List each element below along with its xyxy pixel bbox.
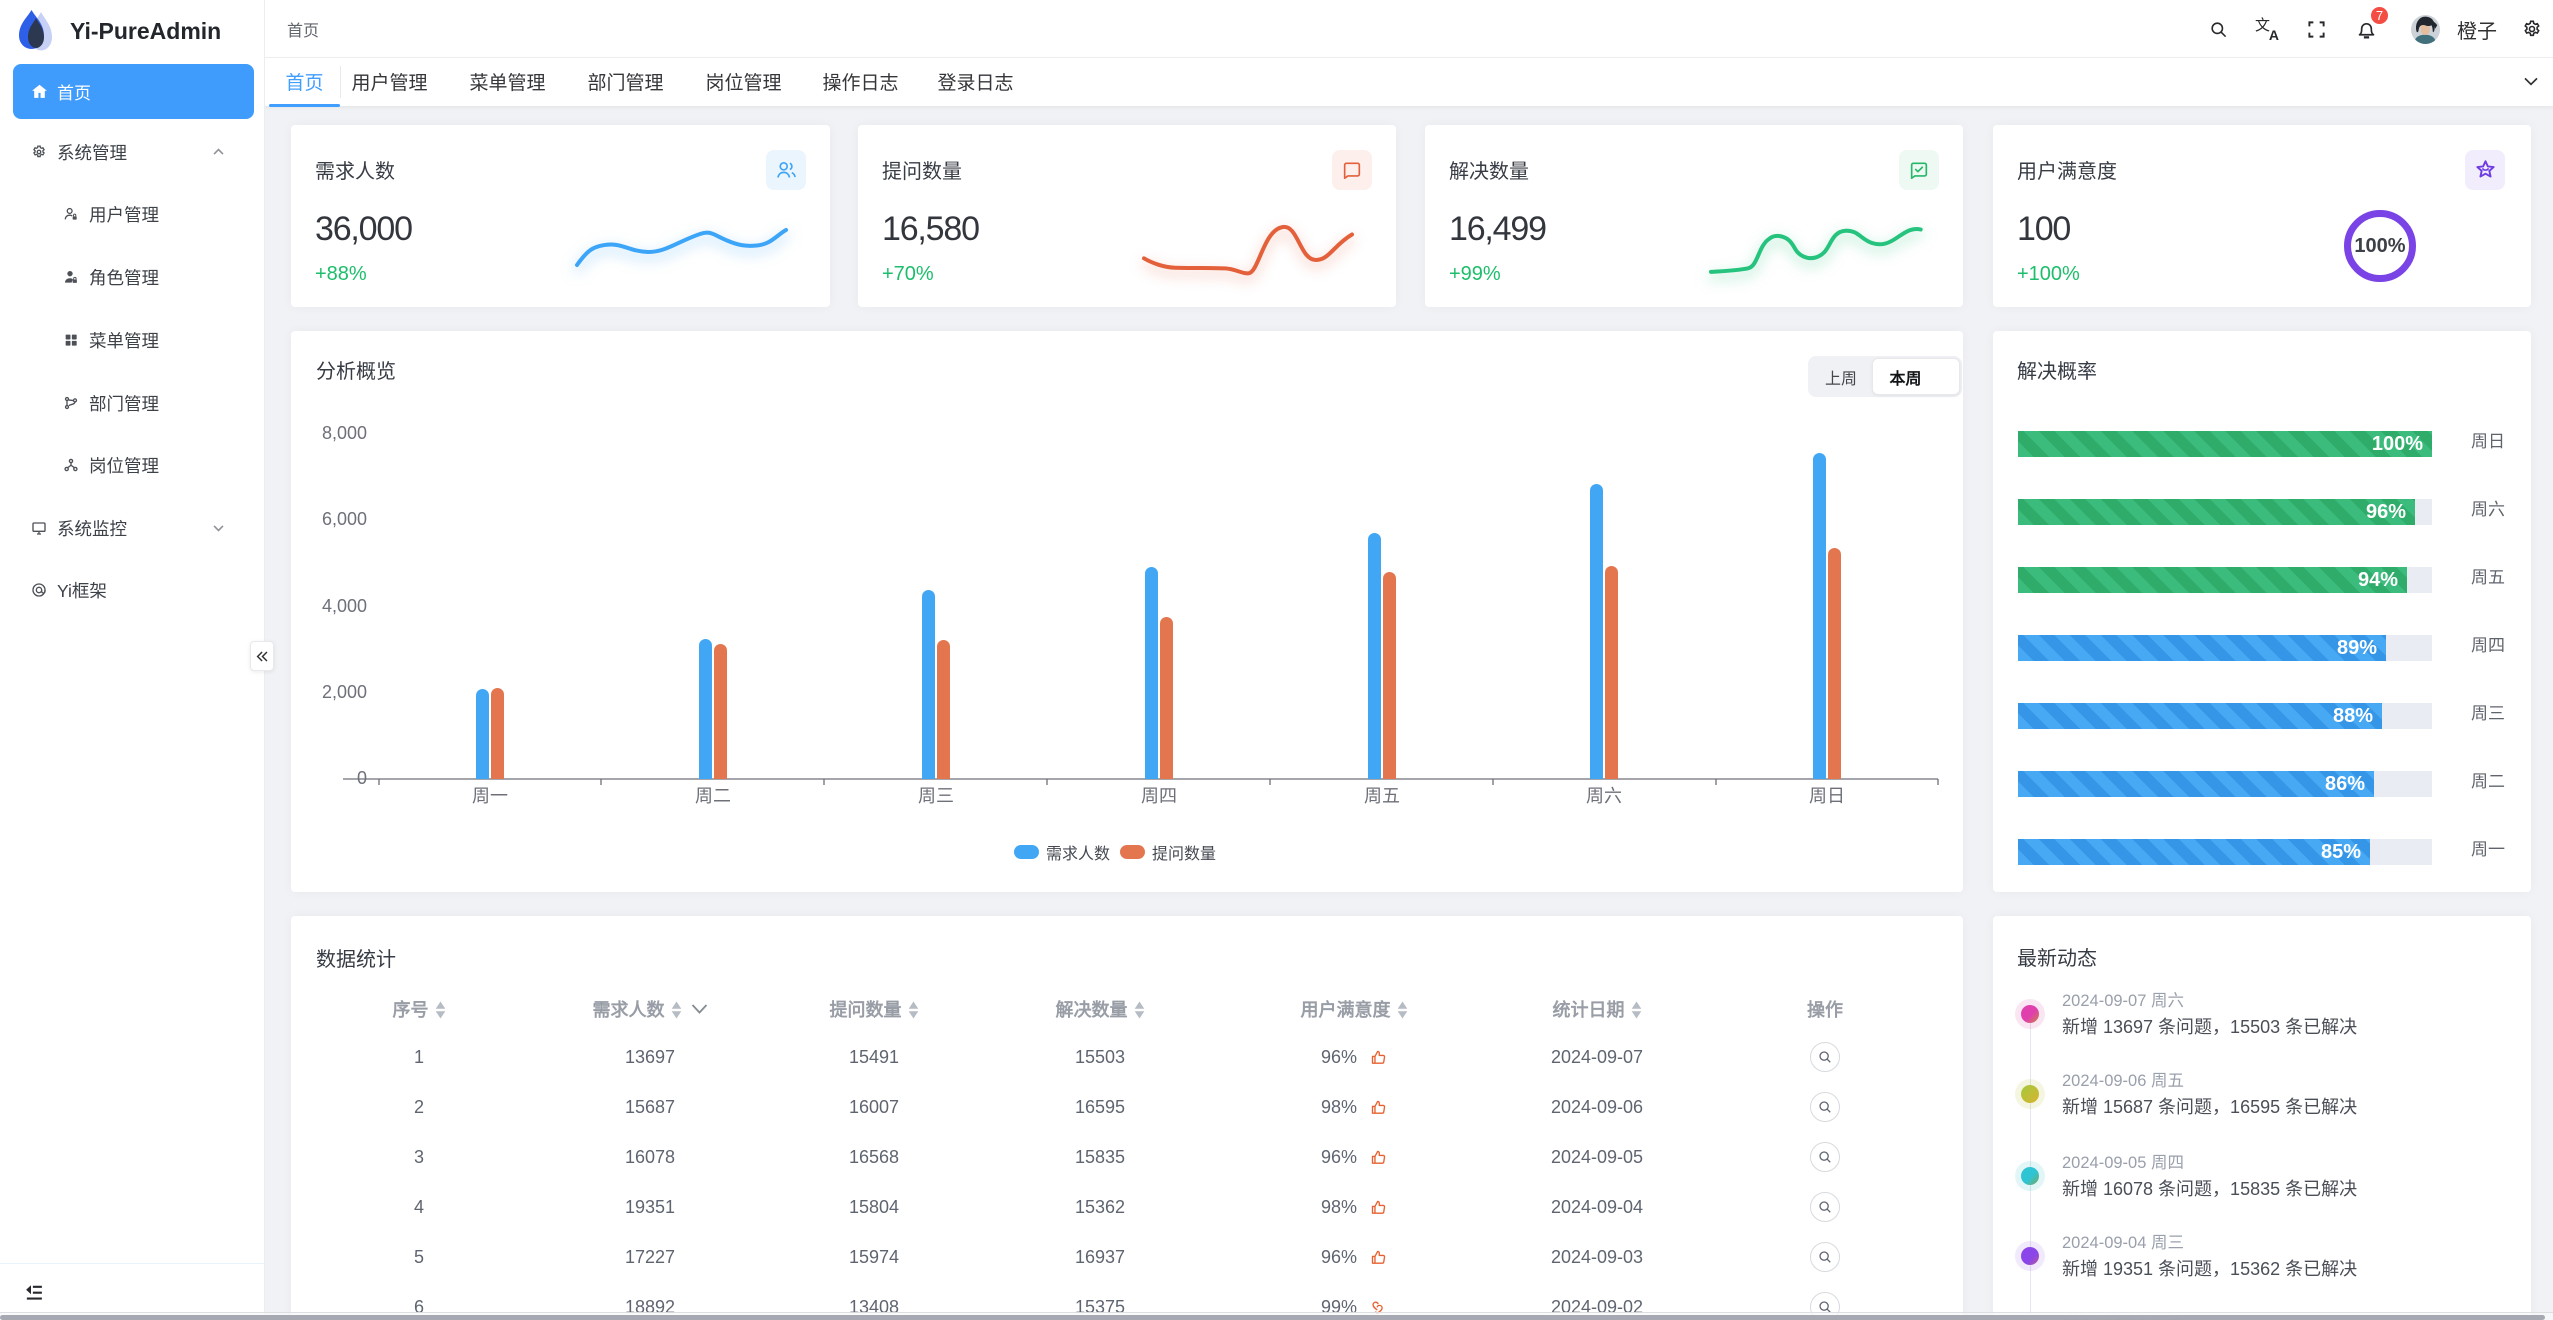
svg-text:周日: 周日 — [1809, 786, 1845, 806]
svg-text:4,000: 4,000 — [322, 596, 367, 616]
svg-text:需求人数: 需求人数 — [1046, 845, 1110, 863]
svg-text:周一: 周一 — [472, 786, 508, 806]
svg-text:提问数量: 提问数量 — [1152, 845, 1216, 863]
svg-text:0: 0 — [357, 768, 367, 788]
svg-text:周六: 周六 — [1586, 786, 1622, 806]
svg-text:周五: 周五 — [1364, 786, 1400, 806]
svg-text:周三: 周三 — [918, 786, 954, 806]
svg-text:8,000: 8,000 — [322, 423, 367, 443]
svg-text:周四: 周四 — [1141, 786, 1177, 806]
svg-text:6,000: 6,000 — [322, 509, 367, 529]
svg-text:2,000: 2,000 — [322, 682, 367, 702]
svg-text:周二: 周二 — [695, 786, 731, 806]
